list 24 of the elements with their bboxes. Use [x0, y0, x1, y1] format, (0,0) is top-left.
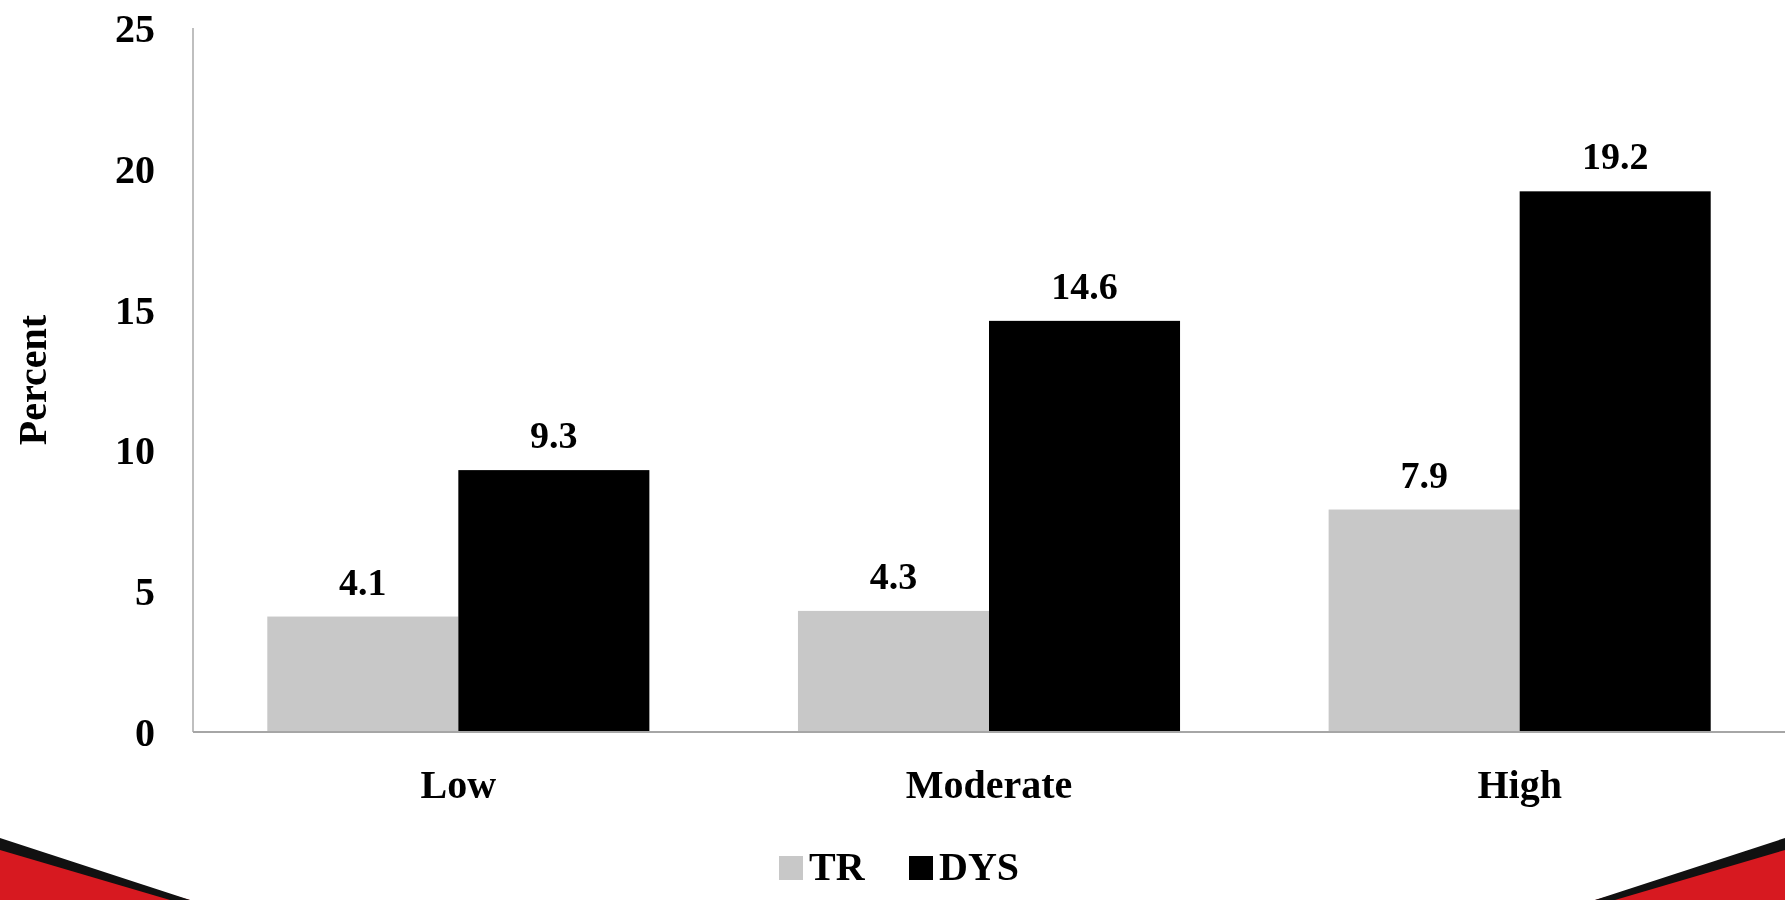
bar — [267, 616, 459, 732]
x-tick-label: High — [1477, 762, 1562, 807]
bar — [1519, 191, 1711, 732]
y-tick-label: 10 — [115, 428, 155, 474]
bar — [797, 610, 989, 732]
y-tick-label: 5 — [135, 569, 155, 615]
bar — [989, 320, 1181, 732]
y-tick-label: 20 — [115, 146, 155, 192]
data-label: 14.6 — [1051, 264, 1118, 307]
legend-label: DYS — [939, 844, 1020, 889]
data-label: 4.3 — [869, 554, 918, 597]
bar — [458, 470, 650, 732]
y-tick-label: 0 — [135, 710, 155, 755]
data-label: 7.9 — [1400, 453, 1448, 496]
x-tick-label: Low — [420, 762, 497, 807]
data-label: 19.2 — [1581, 135, 1649, 178]
y-tick-label: 25 — [115, 6, 155, 51]
y-tick-label: 15 — [115, 287, 155, 333]
bar — [1328, 509, 1520, 732]
data-label: 9.3 — [530, 414, 578, 457]
x-tick-label: Moderate — [905, 762, 1073, 807]
data-label: 4.1 — [339, 560, 387, 603]
legend-label: TR — [809, 844, 866, 889]
y-axis-title: Percent — [10, 314, 55, 446]
